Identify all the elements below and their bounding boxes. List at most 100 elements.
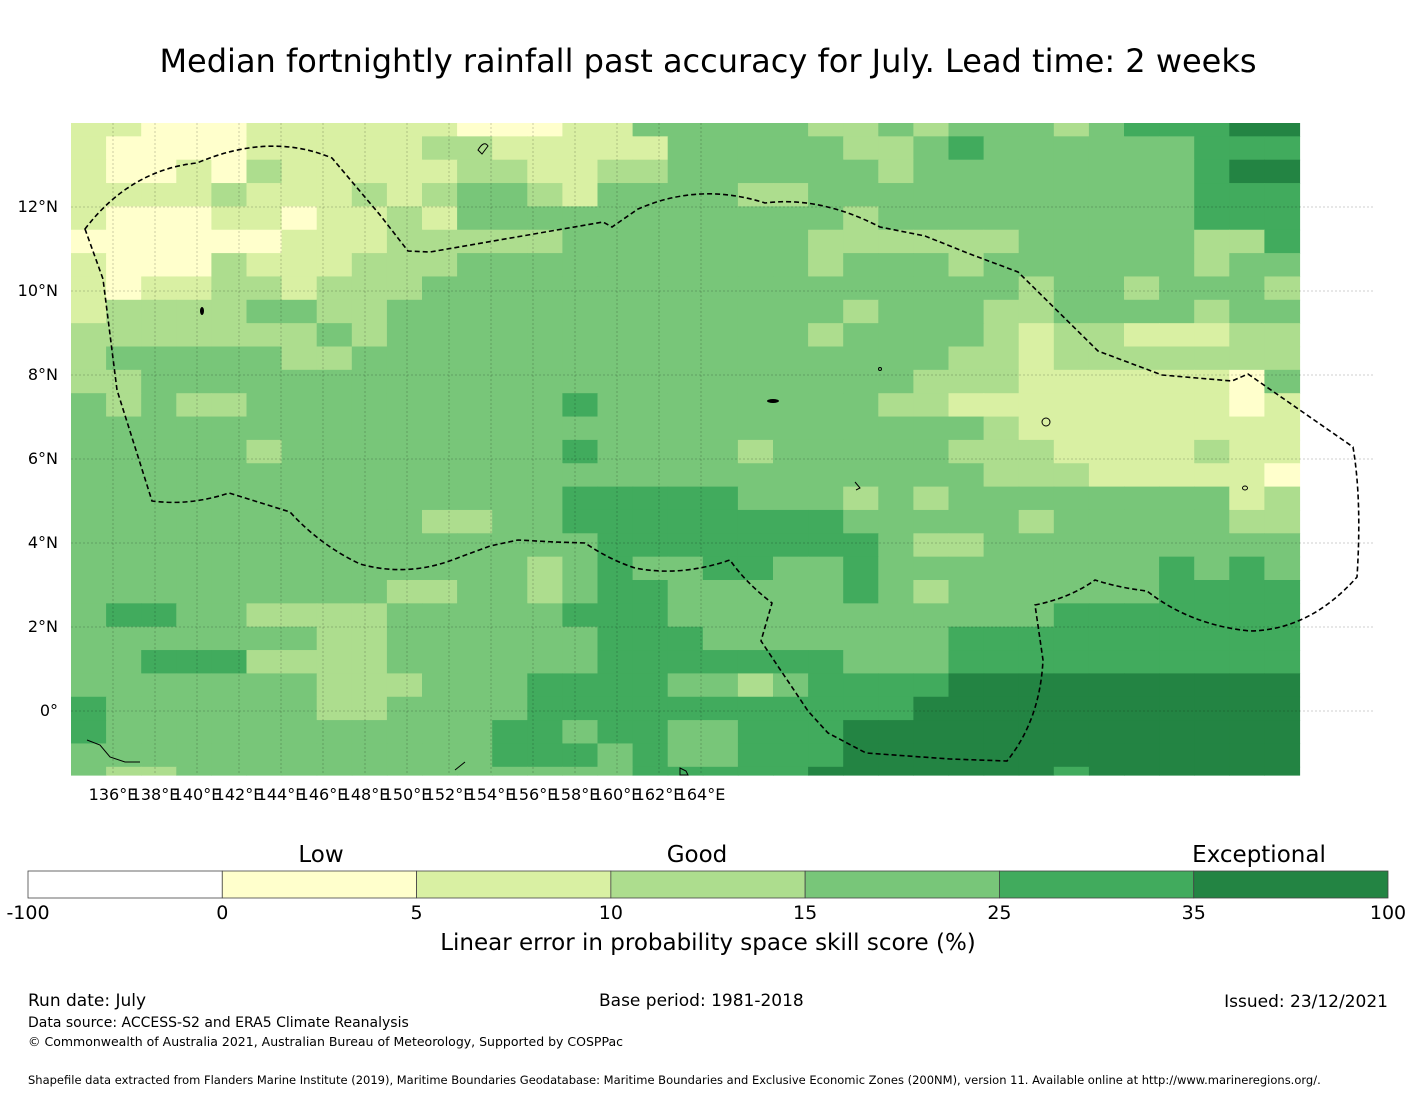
grid-cell [1264, 533, 1301, 558]
grid-cell [737, 650, 774, 674]
grid-cell [913, 229, 950, 254]
grid-cell [632, 743, 669, 768]
grid-cell [562, 766, 599, 776]
grid-cell [562, 206, 599, 231]
grid-cell [176, 323, 212, 348]
grid-cell [983, 369, 1020, 394]
grid-cell [386, 346, 423, 371]
grid-cell [176, 720, 212, 745]
grid-cell [1088, 556, 1125, 581]
grid-cell [632, 299, 669, 324]
grid-cell [773, 463, 809, 488]
grid-cell [1088, 183, 1125, 207]
grid-cell [737, 183, 774, 207]
grid-cell [667, 486, 704, 511]
island-outline [1041, 417, 1051, 427]
grid-cell [737, 556, 774, 581]
grid-cell [492, 486, 528, 511]
grid-cell [878, 253, 914, 278]
grid-cell [106, 486, 142, 511]
grid-cell [386, 136, 423, 161]
grid-cell [316, 369, 353, 394]
grid-cell [1159, 673, 1195, 698]
grid-cell [246, 463, 283, 488]
grid-cell [1053, 509, 1090, 534]
grid-cell [843, 276, 879, 301]
grid-cell [702, 720, 739, 745]
grid-cell [492, 463, 528, 488]
grid-cell [983, 603, 1020, 628]
grid-cell [527, 416, 563, 441]
grid-cell [492, 229, 528, 254]
longitude-label: 152°E [424, 785, 474, 804]
grid-cell [281, 509, 318, 534]
grid-cell [878, 650, 914, 674]
grid-cell [281, 369, 318, 394]
grid-cell [843, 720, 879, 745]
grid-cell [773, 766, 809, 776]
grid-cell [702, 299, 739, 324]
grid-cell [948, 346, 985, 371]
grid-cell [702, 229, 739, 254]
grid-cell [71, 206, 107, 231]
grid-cell [316, 673, 353, 698]
grid-cell [1053, 603, 1090, 628]
grid-cell [773, 323, 809, 348]
grid-cell [843, 323, 879, 348]
grid-cell [1053, 486, 1090, 511]
grid-cell [913, 580, 950, 604]
grid-cell [1229, 416, 1265, 441]
grid-cell [913, 626, 950, 651]
grid-cell [1053, 369, 1090, 394]
grid-cell [492, 369, 528, 394]
grid-cell [1124, 159, 1160, 184]
grid-cell [913, 556, 950, 581]
grid-cell [773, 229, 809, 254]
grid-cell [1194, 486, 1230, 511]
grid-cell [281, 136, 318, 161]
grid-cell [1124, 136, 1160, 161]
grid-cell [843, 509, 879, 534]
grid-cell [211, 439, 248, 464]
grid-cell [211, 696, 248, 721]
grid-cell [527, 123, 563, 137]
grid-cell [878, 580, 914, 604]
grid-cell [457, 253, 493, 278]
grid-cell [878, 393, 914, 418]
grid-cell [141, 650, 177, 674]
grid-cell [71, 229, 107, 254]
grid-cell [983, 229, 1020, 254]
grid-cell [843, 696, 879, 721]
grid-cell [457, 696, 493, 721]
grid-cell [597, 393, 634, 418]
grid-cell [386, 509, 423, 534]
grid-cell [702, 323, 739, 348]
grid-cell [492, 276, 528, 301]
grid-cell [1088, 533, 1125, 558]
grid-cell [1018, 229, 1055, 254]
grid-cell [737, 206, 774, 231]
grid-cell [351, 159, 388, 184]
grid-cell [843, 580, 879, 604]
grid-cell [281, 463, 318, 488]
longitude-label: 158°E [550, 785, 600, 804]
island-outline [679, 767, 689, 776]
grid-cell [1194, 509, 1230, 534]
grid-cell [843, 650, 879, 674]
grid-cell [316, 123, 353, 137]
grid-cell [1124, 369, 1160, 394]
longitude-label: 150°E [382, 785, 432, 804]
grid-cell [106, 533, 142, 558]
grid-cell [702, 673, 739, 698]
grid-cell [281, 159, 318, 184]
grid-cell [702, 346, 739, 371]
grid-cell [843, 159, 879, 184]
grid-cell [176, 206, 212, 231]
grid-cell [702, 556, 739, 581]
grid-cell [246, 439, 283, 464]
grid-cell [1159, 533, 1195, 558]
grid-cell [667, 276, 704, 301]
grid-cell [562, 720, 599, 745]
grid-cell [1053, 229, 1090, 254]
grid-cell [597, 626, 634, 651]
